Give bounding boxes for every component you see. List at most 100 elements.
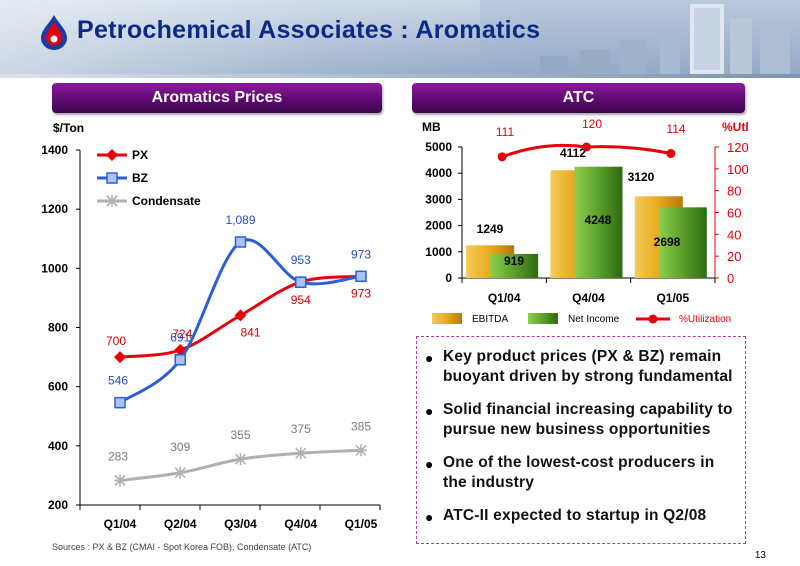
data-label-ebitda: 1249 [477,222,504,236]
data-label-condensate: 283 [108,449,128,463]
data-point-bz [355,270,367,283]
y-tick-label: 5000 [425,140,452,154]
legend-marker-utilization [648,314,658,324]
data-label-px: 973 [351,286,371,300]
bullet-text: Key product prices (PX & BZ) remain buoy… [443,348,733,385]
legend-swatch-net-income [528,313,558,324]
x-tick-label: Q1/04 [104,517,137,531]
legend-marker-bz [106,172,118,184]
data-label-condensate: 375 [291,422,311,436]
bar-net-income [658,207,707,278]
data-label-net-income: 919 [504,254,524,268]
y2-tick-label: 20 [727,249,741,264]
y-axis-label: $/Ton [53,121,84,135]
bullet-item: ● ATC-II expected to startup in Q2/08 [425,506,739,528]
data-label-utilization: 120 [582,117,602,131]
legend-label-net-income: Net Income [568,314,620,325]
data-point-condensate [234,453,247,466]
data-label-ebitda: 4112 [560,146,586,160]
data-label-ebitda: 3120 [628,170,655,184]
x-tick-label: Q1/05 [656,291,689,305]
key-points-box: ● Key product prices (PX & BZ) remain buo… [416,336,746,544]
data-point-utilization [497,152,507,162]
data-label-utilization: 114 [666,122,685,136]
y-tick-label: 1200 [41,202,68,216]
y-tick-label: 4000 [425,166,452,180]
y2-tick-label: 100 [727,162,749,177]
header-banner [0,0,800,78]
data-label-net-income: 2698 [654,235,681,249]
data-label-px: 841 [241,325,261,339]
y-tick-label: 1000 [425,245,452,259]
bar-net-income [490,253,539,278]
legend-label-bz: BZ [132,171,148,185]
data-point-px [114,351,126,364]
atc-header: ATC [412,83,745,113]
legend-swatch-ebitda [432,313,462,324]
data-label-utilization: 111 [496,125,515,139]
legend-label-condensate: Condensate [132,194,201,208]
page-number: 13 [754,550,766,561]
y2-axis-label: %Utl [722,120,749,134]
y2-tick-label: 60 [727,206,741,221]
x-tick-label: Q1/04 [488,291,521,305]
data-label-bz: 691 [170,331,190,345]
x-tick-label: Q2/04 [164,517,197,531]
data-label-bz: 546 [108,374,128,388]
city-skyline-image [480,0,800,78]
legend-marker-condensate [106,195,118,207]
legend-marker-px [106,149,118,161]
y-tick-label: 400 [48,439,68,453]
bullet-dot-icon: ● [425,350,434,366]
data-label-px: 954 [291,293,311,307]
data-label-net-income: 4248 [585,213,612,227]
data-point-bz [234,236,247,248]
bullet-item: ● One of the lowest-cost producers in the… [425,453,739,493]
y2-tick-label: 120 [727,140,749,155]
bullet-dot-icon: ● [425,403,434,419]
y-tick-label: 2000 [425,219,452,233]
y-tick-label: 0 [445,271,452,285]
data-point-condensate [294,447,307,460]
bullet-item: ● Solid financial increasing capability t… [425,400,739,440]
legend-label-ebitda: EBITDA [472,314,508,325]
y-tick-label: 200 [48,498,68,512]
banner-underline [0,74,800,78]
bullet-text: Solid financial increasing capability to… [443,401,733,438]
y-tick-label: 600 [48,380,68,394]
y-axis-label: MB [422,120,441,134]
data-point-condensate [114,474,126,487]
data-point-condensate [355,444,367,457]
aromatics-prices-header: Aromatics Prices [52,83,382,113]
data-point-bz [174,353,186,366]
bar-net-income [574,166,623,278]
bullet-text: One of the lowest-cost producers in the … [443,454,715,491]
data-label-px: 724 [172,327,192,341]
data-label-bz: 953 [291,253,311,267]
x-tick-label: Q1/05 [345,517,378,531]
slide-title: Petrochemical Associates : Aromatics [77,16,541,44]
data-point-utilization [666,149,676,159]
y2-tick-label: 0 [727,271,734,286]
company-drop-logo [41,15,67,50]
y-tick-label: 800 [48,321,68,335]
data-point-px [234,309,247,322]
bullet-item: ● Key product prices (PX & BZ) remain buo… [425,347,739,387]
x-tick-label: Q4/04 [284,517,317,531]
data-label-bz: 973 [351,247,371,261]
bullet-dot-icon: ● [425,509,434,525]
data-label-condensate: 309 [170,440,190,454]
x-tick-label: Q4/04 [572,291,605,305]
source-note: Sources : PX & BZ (CMAI - Spot Korea FOB… [52,542,312,552]
data-point-condensate [174,466,187,479]
data-label-bz: 1,089 [225,213,255,227]
y2-tick-label: 40 [727,227,741,242]
y-tick-label: 1000 [41,261,68,275]
bullet-dot-icon: ● [425,456,434,472]
data-label-condensate: 385 [351,419,371,433]
data-point-bz [114,396,126,409]
data-label-condensate: 355 [230,428,250,442]
y2-tick-label: 80 [727,184,741,199]
